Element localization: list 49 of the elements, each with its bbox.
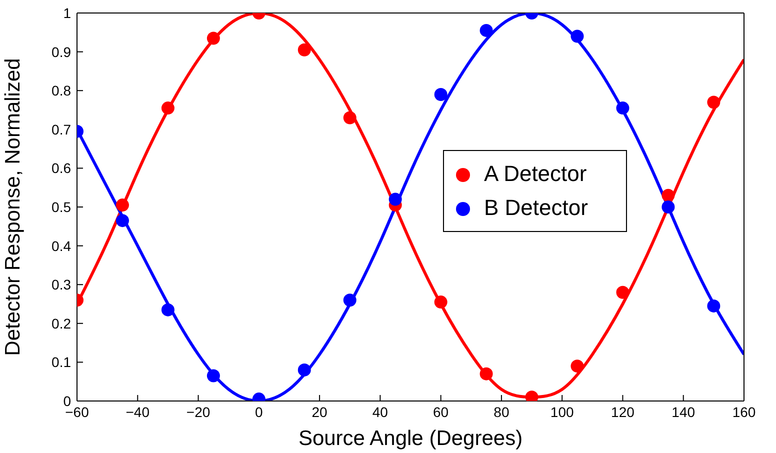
- x-tick-label: 40: [372, 404, 388, 420]
- y-tick-label: 0.2: [52, 315, 72, 332]
- point: [298, 43, 311, 56]
- legend-label: B Detector: [484, 195, 588, 220]
- point: [570, 30, 584, 43]
- point: [343, 294, 356, 307]
- point: [707, 96, 720, 109]
- point: [662, 188, 675, 202]
- legend-label: A Detector: [484, 161, 587, 186]
- x-axis-title: Source Angle (Degrees): [298, 427, 523, 450]
- y-tick-label: 0.9: [52, 44, 72, 60]
- y-tick-label: 0: [63, 392, 72, 409]
- point: [298, 363, 311, 376]
- x-tick-label: −40: [126, 404, 150, 420]
- y-tick-label: 0.6: [52, 160, 72, 176]
- y-axis-title: Detector Response, Normalized: [1, 58, 24, 356]
- point: [570, 360, 584, 373]
- point: [206, 369, 220, 382]
- point: [388, 192, 402, 206]
- y-tick-label: 0.7: [52, 121, 72, 138]
- point: [116, 214, 129, 228]
- point: [116, 198, 129, 212]
- point: [161, 303, 174, 316]
- x-tick-label: 120: [611, 404, 635, 420]
- point: [206, 32, 220, 45]
- point: [480, 367, 493, 380]
- x-tick-label: 160: [732, 404, 756, 420]
- x-tick-label: 60: [433, 404, 449, 420]
- y-tick-label: 0.4: [52, 238, 72, 254]
- point: [343, 111, 356, 124]
- x-tick-label: 0: [255, 404, 264, 420]
- point: [616, 286, 630, 299]
- point: [161, 102, 174, 115]
- x-tick-label: −20: [186, 404, 210, 420]
- x-tick-label: 80: [494, 404, 510, 420]
- point: [616, 102, 630, 115]
- x-tick-label: 100: [550, 404, 574, 420]
- point: [662, 200, 675, 214]
- point: [707, 299, 720, 312]
- y-tick-label: 0.5: [52, 198, 72, 215]
- point: [480, 24, 493, 37]
- point: [434, 88, 448, 101]
- point: [434, 296, 448, 309]
- y-tick-label: 0.1: [52, 354, 72, 370]
- y-tick-label: 0.3: [52, 276, 72, 293]
- y-tick-label: 1: [63, 4, 72, 21]
- x-tick-label: 140: [672, 404, 696, 420]
- y-tick-label: 0.8: [52, 82, 72, 99]
- x-tick-label: 20: [312, 404, 328, 420]
